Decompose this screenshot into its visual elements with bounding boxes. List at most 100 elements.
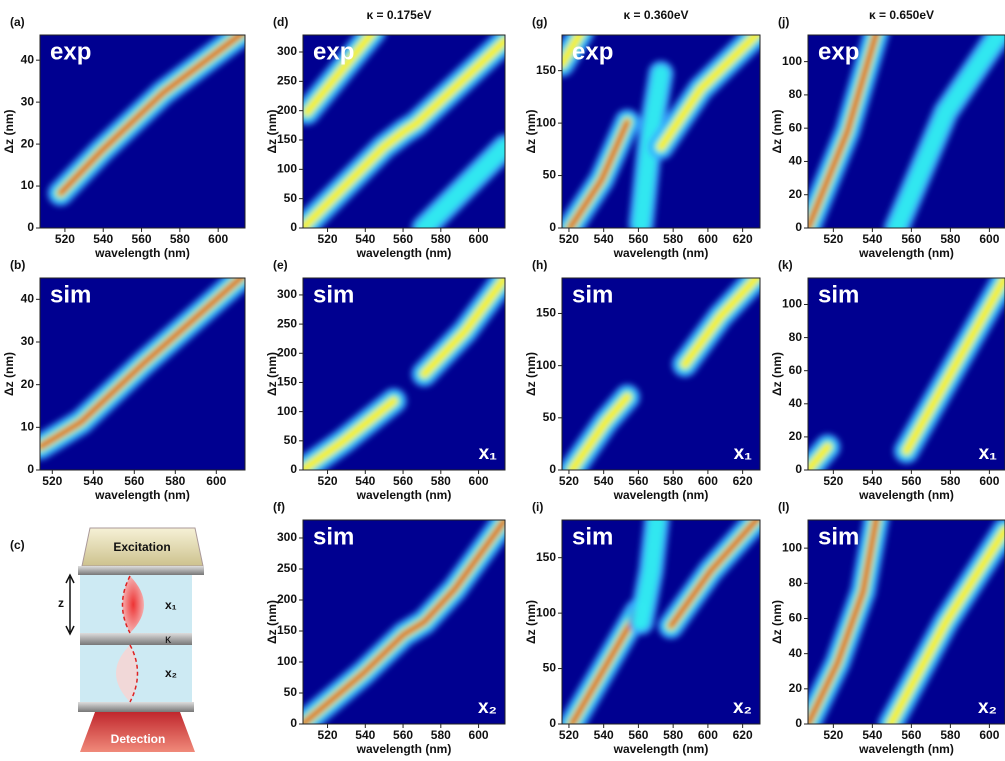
ridge bbox=[886, 525, 1005, 724]
corner-label: x₂ bbox=[733, 697, 752, 718]
x-tick-label: 540 bbox=[355, 728, 375, 742]
panel: 520 540 560 580 600 0 20 40 60 80 100 wavelength (n… bbox=[770, 500, 1005, 756]
x-tick-label: 540 bbox=[355, 232, 375, 246]
ridges bbox=[40, 278, 245, 460]
x-tick-label: 620 bbox=[733, 232, 753, 246]
y-tick-label: 30 bbox=[21, 94, 35, 108]
y-tick-label: 100 bbox=[782, 297, 802, 311]
ridge bbox=[567, 119, 630, 228]
y-tick-label: 150 bbox=[536, 550, 556, 564]
plot-frame bbox=[561, 34, 761, 229]
y-tick-label: 0 bbox=[290, 462, 297, 476]
y-tick-label: 0 bbox=[27, 220, 34, 234]
x-tick-label: 600 bbox=[206, 474, 226, 488]
y-tick-label: 100 bbox=[782, 54, 802, 68]
plot-frame bbox=[39, 34, 246, 229]
ridge bbox=[567, 392, 632, 470]
ridge bbox=[633, 65, 669, 228]
y-axis-label: Δz (nm) bbox=[770, 110, 784, 154]
panel-label: (l) bbox=[778, 500, 789, 514]
x-tick-label: 540 bbox=[83, 474, 103, 488]
y-tick-label: 60 bbox=[789, 611, 803, 625]
ridges bbox=[562, 35, 760, 228]
y-tick-label: 20 bbox=[789, 681, 803, 695]
x-tick-label: 580 bbox=[431, 232, 451, 246]
x-tick-label: 560 bbox=[901, 474, 921, 488]
ridges bbox=[303, 278, 505, 470]
column-title: κ = 0.650eV bbox=[869, 8, 934, 22]
plot-frame bbox=[302, 277, 506, 471]
corner-label: x₂ bbox=[478, 697, 497, 718]
corner-label: x₂ bbox=[978, 697, 997, 718]
y-tick-label: 20 bbox=[21, 377, 35, 391]
panel-tag: sim bbox=[572, 281, 613, 308]
column-title: κ = 0.360eV bbox=[623, 8, 688, 22]
x-axis-label: wavelength (nm) bbox=[356, 742, 452, 756]
y-tick-label: 200 bbox=[277, 103, 297, 117]
x-tick-label: 560 bbox=[628, 728, 648, 742]
panel: 520 540 560 580 600 0 50 100 150 200 250 300 wavelen… bbox=[265, 8, 506, 260]
panel: 520 540 560 580 600 620 0 50 100 150 wavelength (n… bbox=[524, 8, 761, 260]
ridge bbox=[808, 442, 833, 470]
mirror bbox=[78, 566, 204, 575]
y-tick-label: 40 bbox=[21, 292, 35, 306]
x-tick-label: 520 bbox=[318, 474, 338, 488]
x-axis-label: wavelength (nm) bbox=[356, 246, 452, 260]
plot-frame bbox=[561, 519, 761, 725]
x-tick-label: 600 bbox=[698, 728, 718, 742]
ridges bbox=[808, 35, 1005, 228]
x-axis-label: wavelength (nm) bbox=[613, 488, 709, 502]
panel: 520 540 560 580 600 0 10 20 30 40 wavelength (nm) Δ… bbox=[2, 15, 246, 260]
z-arrow-heads bbox=[65, 573, 75, 636]
x-tick-label: 560 bbox=[393, 728, 413, 742]
y-tick-label: 10 bbox=[21, 420, 35, 434]
x-tick-label: 600 bbox=[469, 232, 489, 246]
ridges bbox=[47, 35, 245, 207]
x-tick-label: 540 bbox=[594, 232, 614, 246]
x-axis-label: wavelength (nm) bbox=[94, 246, 190, 260]
panel-label: (e) bbox=[273, 258, 288, 272]
y-tick-label: 40 bbox=[789, 646, 803, 660]
x-tick-label: 580 bbox=[170, 232, 190, 246]
y-tick-label: 0 bbox=[795, 220, 802, 234]
y-tick-label: 200 bbox=[277, 592, 297, 606]
y-tick-label: 0 bbox=[549, 220, 556, 234]
panel: 520 540 560 580 600 0 50 100 150 200 250 300 wavelen… bbox=[265, 500, 506, 756]
x-tick-label: 600 bbox=[979, 232, 999, 246]
panel-label: (f) bbox=[273, 500, 285, 514]
panel-tag: exp bbox=[313, 38, 354, 65]
x-tick-label: 600 bbox=[698, 474, 718, 488]
x-tick-label: 560 bbox=[124, 474, 144, 488]
ridges bbox=[562, 278, 760, 470]
x-tick-label: 520 bbox=[823, 728, 843, 742]
y-tick-label: 0 bbox=[549, 716, 556, 730]
x-tick-label: 580 bbox=[663, 474, 683, 488]
ridge bbox=[656, 35, 760, 152]
x-tick-label: 520 bbox=[42, 474, 62, 488]
y-tick-label: 100 bbox=[536, 115, 556, 129]
kappa-label: κ bbox=[165, 632, 172, 646]
y-tick-label: 80 bbox=[789, 87, 803, 101]
plot-frame bbox=[807, 34, 1005, 229]
y-tick-label: 60 bbox=[789, 120, 803, 134]
x-tick-label: 540 bbox=[594, 728, 614, 742]
y-tick-label: 100 bbox=[277, 162, 297, 176]
ridge bbox=[303, 35, 377, 117]
ridges bbox=[562, 520, 760, 724]
x-axis-label: wavelength (nm) bbox=[858, 742, 954, 756]
ridge bbox=[562, 35, 585, 69]
x2-label: x₂ bbox=[165, 666, 177, 680]
x-tick-label: 560 bbox=[628, 232, 648, 246]
x-axis-label: wavelength (nm) bbox=[858, 246, 954, 260]
ridge bbox=[680, 278, 760, 369]
y-axis-label: Δz (nm) bbox=[2, 352, 16, 396]
y-axis-label: Δz (nm) bbox=[265, 110, 279, 154]
x-tick-label: 520 bbox=[559, 474, 579, 488]
y-tick-label: 40 bbox=[21, 52, 35, 66]
panel-tag: sim bbox=[313, 523, 354, 550]
ridges bbox=[303, 520, 505, 724]
x1-label: x₁ bbox=[165, 598, 177, 612]
ridge bbox=[416, 138, 505, 228]
y-axis-label: Δz (nm) bbox=[265, 600, 279, 644]
x-tick-label: 560 bbox=[393, 232, 413, 246]
